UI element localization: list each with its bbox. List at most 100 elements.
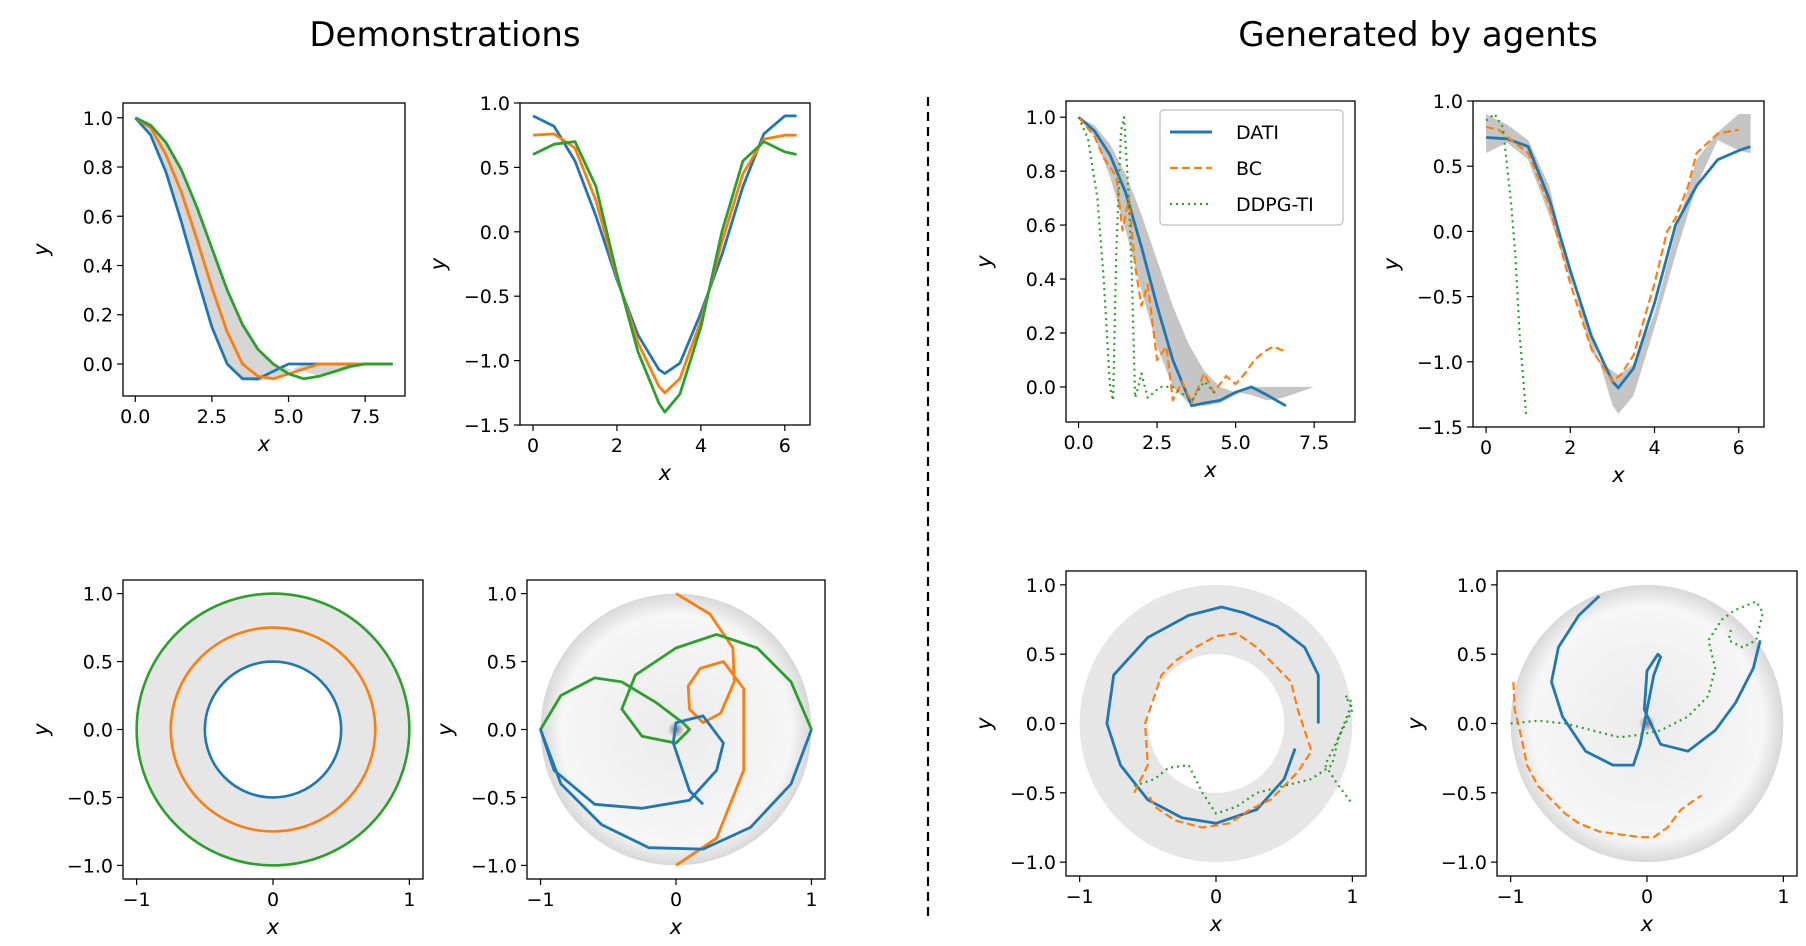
- gen-spiral-xtick-label: 1: [1777, 886, 1789, 908]
- demo-gauss-ytick-label: 0.6: [83, 206, 113, 228]
- gen-spiral-series-1: [1512, 681, 1703, 839]
- demo-cos-xtick-label: 0: [527, 435, 539, 457]
- demo-circle-circle-2: [135, 592, 411, 867]
- gen-gauss-series-bc: [1077, 116, 1287, 405]
- gen-circle-series-0: [1105, 605, 1320, 825]
- demo-cos-ytick-label: 0.5: [480, 157, 510, 179]
- right-section-title: Generated by agents: [1238, 15, 1598, 55]
- left-section-title: Demonstrations: [309, 15, 580, 55]
- gen-spiral-density-disk: [1510, 584, 1784, 863]
- demo-spiral-ytick-label: −1.0: [471, 855, 517, 877]
- gen-spiral-ylabel: y: [1403, 717, 1427, 731]
- gen-spiral-ytick-label: 0.0: [1457, 714, 1487, 736]
- gen-circle-ytick-label: −0.5: [1010, 783, 1056, 805]
- demo-cos-plot-area: [532, 114, 797, 414]
- gen-gauss-xtick-label: 7.5: [1299, 432, 1329, 454]
- gen-spiral-ytick-label: 0.5: [1457, 644, 1487, 666]
- gen-cos-panel: 0 2 4 6 −1.5 −1.0 −0.5 0.0 0.5 1.0 x y: [1379, 91, 1765, 487]
- demo-circle-xtick-label: 0: [267, 889, 279, 911]
- gen-spiral-ytick-label: −0.5: [1441, 783, 1487, 805]
- demo-gauss-ytick-label: 0.2: [83, 305, 113, 327]
- gen-circle-ylabel: y: [972, 717, 996, 731]
- gen-cos-xtick-label: 4: [1648, 437, 1660, 459]
- gen-spiral-ytick-label: −1.0: [1441, 852, 1487, 874]
- demo-cos-series-1: [532, 132, 797, 395]
- legend-ddpg-ti-label: DDPG-TI: [1236, 194, 1314, 216]
- demo-spiral-series-2: [539, 714, 813, 851]
- gen-gauss-frame: [1065, 100, 1356, 423]
- gen-gauss-xtick-label: 5.0: [1221, 432, 1251, 454]
- demo-circle-ytick-label: 0.0: [83, 720, 113, 742]
- demo-circle-xlabel: x: [266, 915, 280, 939]
- gen-gauss-ytick-label: 1.0: [1026, 107, 1056, 129]
- gen-circle-series-2: [1133, 694, 1354, 815]
- gen-cos-ytick-label: −1.0: [1417, 352, 1463, 374]
- demo-gauss-xtick-label: 7.5: [350, 406, 380, 428]
- demo-gauss-xtick-label: 0.0: [120, 406, 150, 428]
- gen-cos-series-1: [1485, 126, 1739, 383]
- gen-circle-plot-area: [1079, 584, 1354, 863]
- gen-circle-ytick-label: 0.0: [1026, 714, 1056, 736]
- demo-gauss-ylabel: y: [29, 243, 53, 257]
- demo-spiral-plot-area: [539, 592, 813, 867]
- demo-cos-ytick-label: −0.5: [464, 286, 510, 308]
- demo-spiral-ytick-label: 1.0: [487, 584, 517, 606]
- demo-circle-ring-band: [136, 593, 410, 866]
- gen-circle-panel: −1 0 1 −1.0 −0.5 0.0 0.5 1.0 x y: [972, 570, 1367, 936]
- gen-cos-series-0: [1486, 136, 1751, 390]
- demo-cos-series-0: [532, 114, 797, 375]
- gen-gauss-ytick-label: 0.4: [1026, 269, 1056, 291]
- demo-cos-ytick-label: 1.0: [480, 93, 510, 115]
- gen-circle-series-1: [1133, 632, 1313, 829]
- demo-gauss-xlabel: x: [257, 432, 271, 456]
- gen-circle-xtick-label: 1: [1346, 886, 1358, 908]
- demo-cos-ylabel: y: [426, 257, 450, 271]
- demo-circle-ytick-label: 1.0: [83, 584, 113, 606]
- demo-spiral-ytick-label: −0.5: [471, 787, 517, 809]
- demo-spiral-ylabel: y: [433, 723, 457, 737]
- legend-dati-label: DATI: [1236, 122, 1279, 144]
- gen-gauss-xtick-label: 0.0: [1063, 432, 1093, 454]
- gen-cos-xlabel: x: [1611, 463, 1625, 487]
- gen-cos-ytick-label: 0.0: [1433, 221, 1463, 243]
- demo-cos-xtick-label: 6: [779, 435, 791, 457]
- gen-cos-xtick-label: 2: [1564, 437, 1576, 459]
- gen-cos-xtick-label: 6: [1733, 437, 1745, 459]
- demo-circle-ytick-label: 0.5: [83, 652, 113, 674]
- demo-circle-ylabel: y: [29, 723, 53, 737]
- gen-circle-xtick-label: −1: [1066, 886, 1094, 908]
- gen-gauss-panel: 0.0 2.5 5.0 7.5 0.0 0.2 0.4 0.6 0.8 1.0 x y: [972, 100, 1356, 482]
- demo-spiral-xtick-label: −1: [527, 889, 555, 911]
- demo-spiral-series-1: [539, 633, 813, 745]
- gen-gauss-xtick-label: 2.5: [1142, 432, 1172, 454]
- gen-cos-series-2: [1485, 112, 1528, 415]
- demo-cos-xtick-label: 4: [695, 435, 707, 457]
- gen-cos-ytick-label: 0.5: [1433, 156, 1463, 178]
- demo-gauss-ytick-label: 1.0: [83, 108, 113, 130]
- legend-frame: [1159, 109, 1344, 226]
- demo-circle-circle-0: [203, 660, 343, 799]
- gen-gauss-plot-area: [1077, 116, 1343, 408]
- demo-gauss-ytick-label: 0.0: [83, 354, 113, 376]
- demo-gauss-ytick-label: 0.4: [83, 256, 113, 278]
- gen-spiral-plot-area: [1510, 584, 1784, 863]
- gen-cos-band: [1486, 114, 1751, 414]
- demo-spiral-xtick-label: 0: [670, 889, 682, 911]
- gen-cos-plot-area: [1485, 112, 1751, 415]
- demo-circle-plot-area: [135, 592, 411, 867]
- gen-gauss-ylabel: y: [972, 255, 996, 269]
- gen-circle-xlabel: x: [1209, 912, 1223, 936]
- gen-gauss-ytick-label: 0.8: [1026, 161, 1056, 183]
- gen-gauss-series-ddpg-ti: [1077, 116, 1218, 402]
- demo-cos-xtick-label: 2: [611, 435, 623, 457]
- demo-gauss-ytick-label: 0.8: [83, 157, 113, 179]
- gen-gauss-ytick-label: 0.0: [1026, 377, 1056, 399]
- demo-spiral-ytick-label: 0.0: [487, 720, 517, 742]
- gen-cos-ylabel: y: [1379, 257, 1403, 271]
- legend: DATI BC DDPG-TI: [1159, 109, 1344, 226]
- demo-cos-panel: 0 2 4 6 −1.5 −1.0 −0.5 0.0 0.5 1.0 x y: [426, 93, 811, 485]
- demo-gauss-xtick-label: 5.0: [273, 406, 303, 428]
- demo-gauss-plot-area: [134, 116, 393, 382]
- gen-spiral-series-0: [1550, 594, 1762, 767]
